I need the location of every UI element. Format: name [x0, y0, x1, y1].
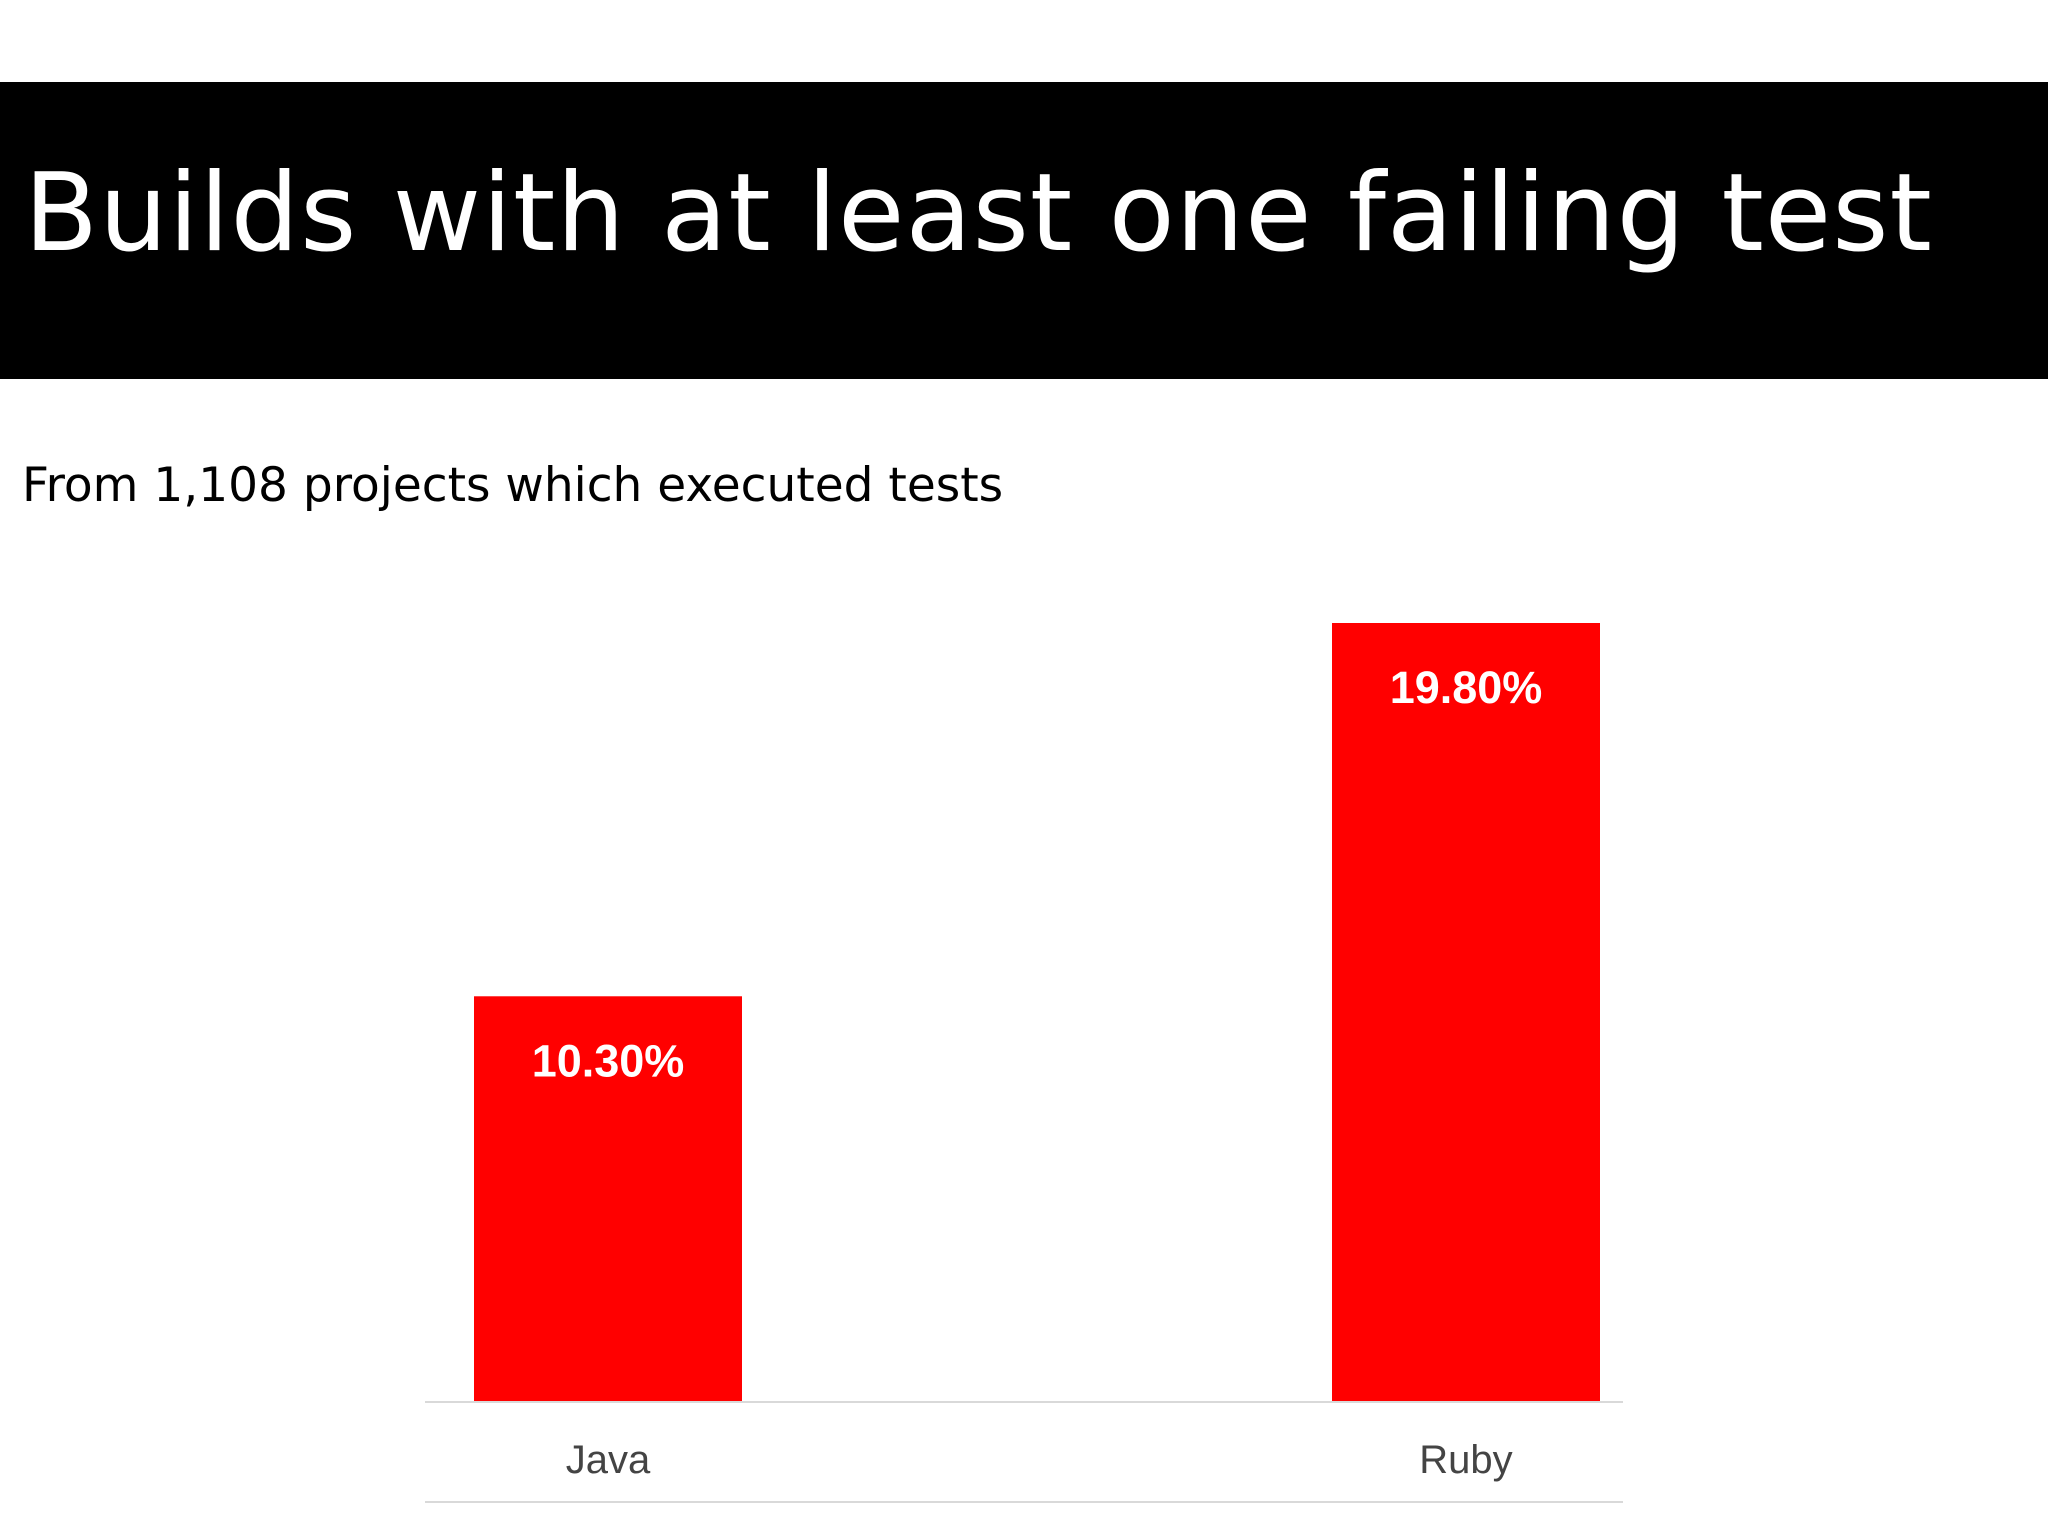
category-label-ruby: Ruby — [1419, 1438, 1512, 1482]
bar-ruby — [1332, 623, 1600, 1401]
slide-subtitle: From 1,108 projects which executed tests — [22, 458, 1004, 513]
slide-title: Builds with at least one failing test — [24, 151, 1933, 276]
category-label-java: Java — [566, 1438, 651, 1482]
title-bar — [0, 82, 2048, 379]
value-label-ruby: 19.80% — [1390, 662, 1543, 713]
bars-group: 10.30% Java 19.80% Ruby — [474, 623, 1600, 1482]
value-label-java: 10.30% — [532, 1035, 685, 1086]
bar-java — [474, 996, 742, 1401]
